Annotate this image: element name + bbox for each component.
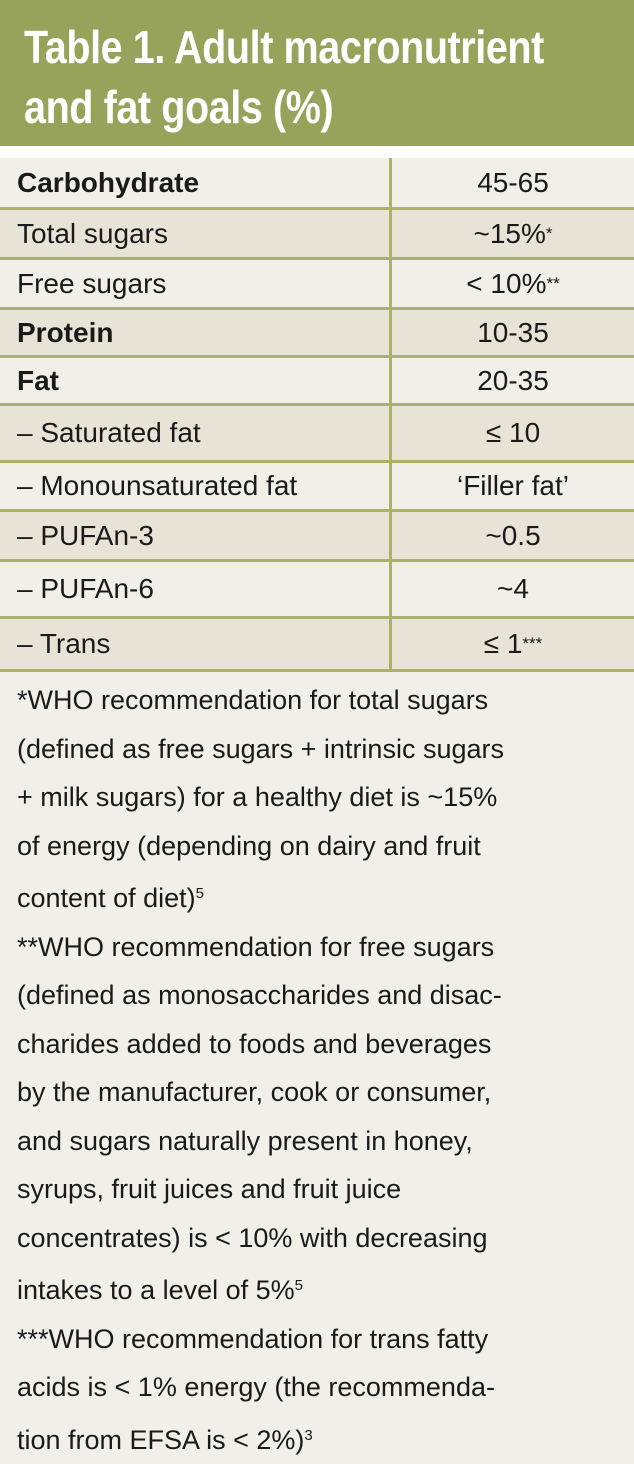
footnote-text: *WHO recommendation for total sugars — [17, 685, 488, 715]
header-gap — [0, 146, 634, 158]
nutrient-label: Fat — [0, 358, 392, 403]
footnote-text: content of diet) — [17, 883, 196, 913]
nutrient-label: Free sugars — [0, 260, 392, 307]
table-row: Free sugars< 10%** — [0, 260, 634, 310]
footnote-marker: *** — [522, 634, 542, 654]
table-row: Total sugars~15%* — [0, 210, 634, 260]
footnote-marker: * — [546, 224, 553, 244]
footnote-line: (defined as monosaccharides and disac- — [17, 971, 627, 1020]
footnote-text: syrups, fruit juices and fruit juice — [17, 1174, 401, 1204]
table-row: – PUFAn-6 ~4 — [0, 562, 634, 619]
footnote-text: acids is < 1% energy (the recommenda- — [17, 1372, 495, 1402]
table-row: Carbohydrate 45-65 — [0, 158, 634, 210]
goal-value: 10-35 — [392, 310, 634, 355]
goal-value-text: ≤ 1 — [484, 628, 523, 660]
footnote-line: acids is < 1% energy (the recommenda- — [17, 1363, 627, 1412]
footnote-text: ***WHO recommendation for trans fatty — [17, 1324, 488, 1354]
nutrient-label: – PUFAn-3 — [0, 512, 392, 559]
footnote-line: tion from EFSA is < 2%)3 — [17, 1412, 627, 1464]
goal-value-text: 10-35 — [477, 317, 549, 349]
goal-value: ≤ 10 — [392, 406, 634, 460]
nutrient-label: – Trans — [0, 619, 392, 669]
goal-value: ≤ 1*** — [392, 619, 634, 669]
footnote-line: intakes to a level of 5%5 — [17, 1262, 627, 1315]
footnote-line: syrups, fruit juices and fruit juice — [17, 1165, 627, 1214]
nutrient-label: Total sugars — [0, 210, 392, 257]
nutrient-label: – Saturated fat — [0, 406, 392, 460]
footnote-text: by the manufacturer, cook or consumer, — [17, 1077, 491, 1107]
reference-number: 5 — [196, 885, 204, 902]
goal-value-text: < 10% — [466, 268, 546, 300]
footnote-text: (defined as monosaccharides and disac- — [17, 980, 502, 1010]
goal-value: ~4 — [392, 562, 634, 616]
footnote-line: ***WHO recommendation for trans fatty — [17, 1315, 627, 1364]
nutrient-label: – Monounsaturated fat — [0, 463, 392, 509]
reference-number: 3 — [304, 1427, 312, 1444]
footnotes: *WHO recommendation for total sugars (def… — [17, 676, 627, 1464]
nutrient-label: – PUFAn-6 — [0, 562, 392, 616]
footnote-line: *WHO recommendation for total sugars — [17, 676, 627, 725]
goal-value: ‘Filler fat’ — [392, 463, 634, 509]
footnote-text: and sugars naturally present in honey, — [17, 1126, 473, 1156]
table-row: Protein 10-35 — [0, 310, 634, 358]
footnote-text: tion from EFSA is < 2%) — [17, 1425, 304, 1455]
goal-value: 20-35 — [392, 358, 634, 403]
goal-value: < 10%** — [392, 260, 634, 307]
footnote-line: concentrates) is < 10% with decreasing — [17, 1214, 627, 1263]
nutrient-label: Protein — [0, 310, 392, 355]
table-row: – PUFAn-3 ~0.5 — [0, 512, 634, 562]
footnote-text: concentrates) is < 10% with decreasing — [17, 1223, 488, 1253]
table-row: – Saturated fat ≤ 10 — [0, 406, 634, 463]
footnote-text: charides added to foods and beverages — [17, 1029, 491, 1059]
footnote-line: and sugars naturally present in honey, — [17, 1117, 627, 1166]
footnote-line: **WHO recommendation for free sugars — [17, 923, 627, 972]
footnote-marker: ** — [546, 274, 559, 294]
footnote-line: content of diet)5 — [17, 870, 627, 923]
footnote-line: + milk sugars) for a healthy diet is ~15… — [17, 773, 627, 822]
goal-value-text: 20-35 — [477, 365, 549, 397]
footnote-line: charides added to foods and beverages — [17, 1020, 627, 1069]
table-row: Fat 20-35 — [0, 358, 634, 406]
footnote-text: **WHO recommendation for free sugars — [17, 932, 494, 962]
goal-value-text: ~0.5 — [485, 520, 540, 552]
goal-value: ~15%* — [392, 210, 634, 257]
goal-value: ~0.5 — [392, 512, 634, 559]
goal-value-text: ‘Filler fat’ — [457, 470, 569, 502]
goal-value: 45-65 — [392, 158, 634, 207]
goal-value-text: 45-65 — [477, 167, 549, 199]
footnote-text: of energy (depending on dairy and fruit — [17, 831, 481, 861]
reference-number: 5 — [295, 1277, 303, 1294]
footnote-text: + milk sugars) for a healthy diet is ~15… — [17, 782, 497, 812]
nutrient-label: Carbohydrate — [0, 158, 392, 207]
footnote-line: by the manufacturer, cook or consumer, — [17, 1068, 627, 1117]
footnote-line: of energy (depending on dairy and fruit — [17, 822, 627, 871]
table-row: – Trans≤ 1*** — [0, 619, 634, 672]
goal-value-text: ~15% — [473, 218, 545, 250]
table-title-line-2: and fat goals (%) — [24, 80, 333, 134]
footnote-text: (defined as free sugars + intrinsic suga… — [17, 734, 504, 764]
table-header: Table 1. Adult macronutrient and fat goa… — [0, 0, 634, 146]
footnote-text: intakes to a level of 5% — [17, 1275, 295, 1305]
table-row: – Monounsaturated fat ‘Filler fat’ — [0, 463, 634, 512]
goal-value-text: ≤ 10 — [486, 417, 540, 449]
footnote-line: (defined as free sugars + intrinsic suga… — [17, 725, 627, 774]
table-title-line-1: Table 1. Adult macronutrient — [24, 20, 544, 74]
goal-value-text: ~4 — [497, 573, 529, 605]
